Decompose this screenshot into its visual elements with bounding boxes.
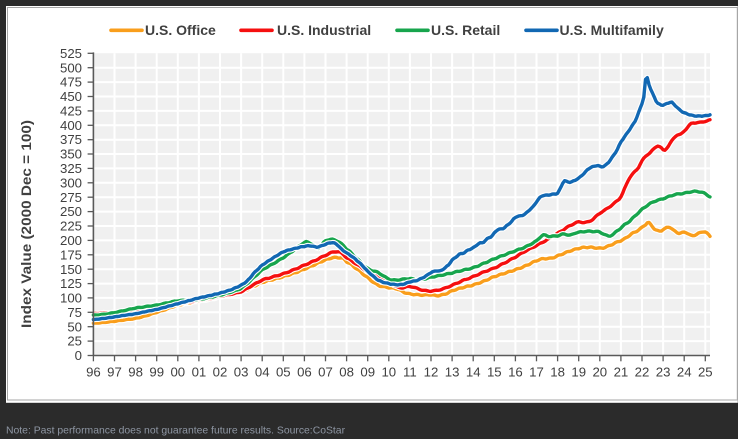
svg-text:08: 08 — [339, 365, 354, 380]
svg-text:11: 11 — [403, 365, 417, 380]
svg-text:Index Value (2000 Dec = 100): Index Value (2000 Dec = 100) — [19, 120, 34, 328]
svg-text:525: 525 — [60, 46, 82, 61]
svg-text:09: 09 — [360, 365, 375, 380]
svg-text:0: 0 — [75, 348, 82, 363]
svg-text:16: 16 — [508, 365, 523, 380]
svg-text:400: 400 — [60, 118, 82, 133]
svg-text:500: 500 — [60, 60, 82, 75]
svg-text:100: 100 — [60, 291, 82, 306]
svg-text:25: 25 — [67, 334, 82, 349]
svg-text:96: 96 — [86, 365, 101, 380]
svg-text:99: 99 — [149, 365, 164, 380]
svg-text:06: 06 — [297, 365, 312, 380]
svg-text:14: 14 — [466, 365, 481, 380]
svg-text:125: 125 — [60, 276, 82, 291]
svg-text:275: 275 — [60, 190, 82, 205]
svg-text:350: 350 — [60, 147, 82, 162]
svg-text:04: 04 — [255, 365, 270, 380]
svg-text:U.S. Retail: U.S. Retail — [431, 22, 500, 38]
svg-text:19: 19 — [571, 365, 586, 380]
svg-text:375: 375 — [60, 132, 82, 147]
svg-text:03: 03 — [234, 365, 249, 380]
svg-text:98: 98 — [128, 365, 143, 380]
svg-text:U.S. Office: U.S. Office — [145, 22, 216, 38]
svg-text:225: 225 — [60, 219, 82, 234]
svg-text:U.S. Industrial: U.S. Industrial — [277, 22, 371, 38]
svg-text:13: 13 — [445, 365, 460, 380]
svg-text:01: 01 — [192, 365, 207, 380]
svg-text:02: 02 — [213, 365, 228, 380]
svg-text:175: 175 — [60, 247, 82, 262]
svg-text:300: 300 — [60, 175, 82, 190]
svg-text:425: 425 — [60, 104, 82, 119]
svg-text:150: 150 — [60, 262, 82, 277]
svg-text:23: 23 — [656, 365, 671, 380]
svg-text:15: 15 — [487, 365, 502, 380]
svg-text:22: 22 — [635, 365, 650, 380]
svg-text:450: 450 — [60, 89, 82, 104]
svg-text:475: 475 — [60, 75, 82, 90]
svg-text:21: 21 — [614, 365, 629, 380]
svg-text:200: 200 — [60, 233, 82, 248]
svg-text:U.S. Multifamily: U.S. Multifamily — [560, 22, 664, 38]
svg-text:10: 10 — [381, 365, 396, 380]
svg-text:17: 17 — [529, 365, 544, 380]
svg-text:Note: Past performance does no: Note: Past performance does not guarante… — [6, 426, 346, 437]
svg-text:75: 75 — [67, 305, 82, 320]
svg-text:24: 24 — [677, 365, 692, 380]
svg-text:05: 05 — [276, 365, 291, 380]
svg-text:25: 25 — [698, 365, 713, 380]
svg-text:20: 20 — [592, 365, 607, 380]
svg-text:250: 250 — [60, 204, 82, 219]
svg-text:97: 97 — [107, 365, 122, 380]
svg-text:12: 12 — [424, 365, 439, 380]
svg-text:50: 50 — [67, 319, 82, 334]
svg-text:07: 07 — [318, 365, 333, 380]
svg-text:00: 00 — [170, 365, 185, 380]
svg-text:18: 18 — [550, 365, 565, 380]
svg-text:325: 325 — [60, 161, 82, 176]
